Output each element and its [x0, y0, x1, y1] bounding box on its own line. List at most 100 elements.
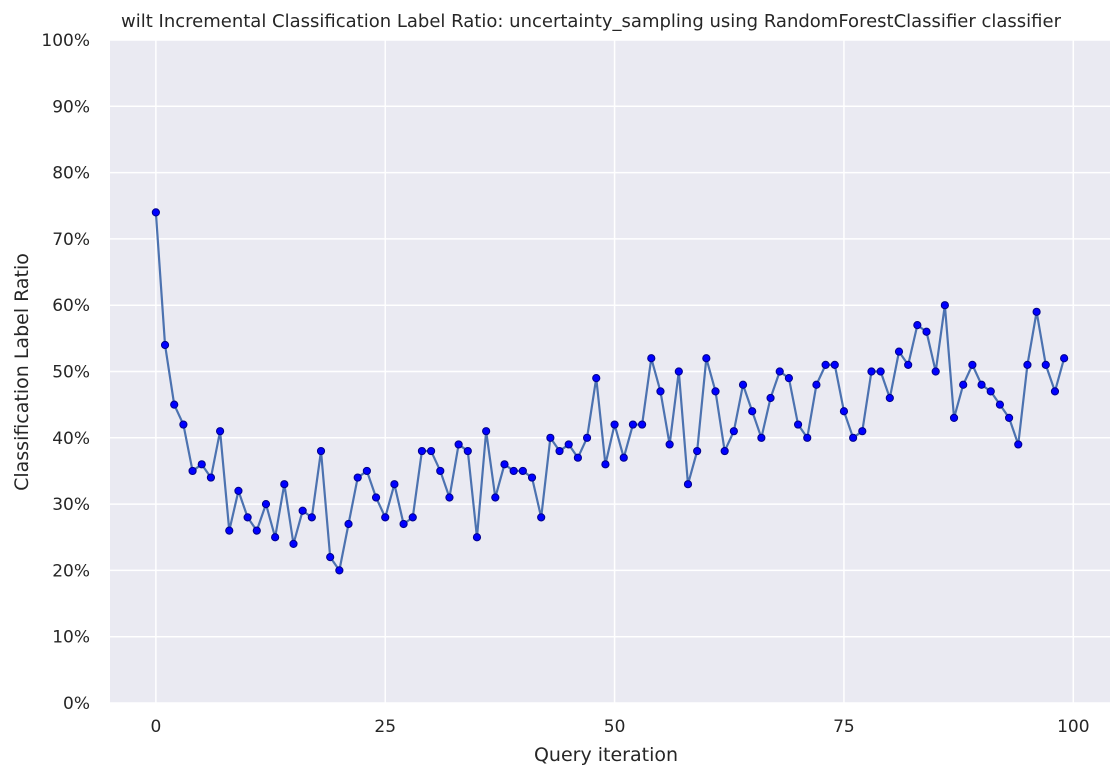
data-point [509, 466, 518, 476]
data-point [1032, 307, 1041, 316]
data-point [647, 354, 656, 363]
series-line [154, 212, 1066, 572]
data-point [775, 367, 784, 376]
data-point [931, 367, 940, 376]
y-tick-label: 0% [63, 694, 90, 714]
y-tick-labels: 0% 10% 20% 30% 40% 50% 60% 70% 80% 90% 100% [41, 31, 90, 714]
data-point [693, 446, 702, 456]
data-point [601, 460, 610, 469]
x-tick-label: 75 [833, 717, 855, 737]
data-point [188, 466, 197, 476]
data-point [206, 473, 216, 482]
data-point [573, 453, 582, 462]
data-point [1004, 413, 1014, 423]
data-point [537, 513, 546, 522]
data-point [628, 420, 638, 429]
data-point [225, 526, 234, 535]
data-point [454, 440, 463, 449]
data-point [1014, 440, 1023, 449]
data-point [876, 367, 885, 376]
x-tick-label: 0 [150, 717, 161, 737]
data-point [748, 407, 757, 416]
x-tick-label: 50 [604, 717, 626, 737]
data-point [151, 208, 160, 217]
data-point [326, 553, 335, 562]
y-tick-label: 70% [52, 230, 90, 250]
data-point [408, 513, 417, 522]
data-point [362, 466, 371, 476]
data-point [307, 513, 316, 522]
data-point [215, 427, 225, 436]
data-point [793, 420, 803, 429]
y-tick-label: 80% [52, 164, 90, 184]
y-tick-label: 10% [52, 628, 90, 648]
data-point [867, 367, 876, 376]
data-point [344, 519, 353, 529]
data-point [592, 374, 601, 383]
data-point [968, 360, 977, 369]
data-point [399, 519, 408, 529]
x-axis-label: Query iteration [534, 744, 678, 766]
data-point [371, 493, 381, 502]
data-point [638, 420, 647, 429]
data-point [280, 480, 289, 489]
y-tick-label: 20% [52, 561, 90, 581]
data-point [766, 393, 775, 403]
data-point [830, 360, 839, 369]
data-point [619, 453, 628, 462]
data-point [940, 301, 949, 310]
data-point [656, 387, 665, 396]
data-point [1023, 360, 1032, 369]
data-point [179, 420, 188, 429]
data-point [1060, 354, 1069, 363]
data-point [381, 513, 390, 522]
data-point [491, 493, 500, 502]
data-point [500, 460, 509, 469]
data-point [390, 480, 399, 489]
x-tick-label: 25 [374, 717, 396, 737]
data-point [913, 320, 922, 330]
data-point [482, 427, 491, 436]
data-point [1041, 360, 1050, 369]
data-point [683, 480, 693, 489]
y-tick-label: 90% [52, 97, 90, 117]
data-point [959, 380, 968, 389]
data-point [197, 460, 206, 469]
data-point [812, 380, 821, 389]
y-tick-label: 40% [52, 429, 90, 449]
data-point [821, 360, 830, 369]
data-point [271, 533, 280, 542]
data-point [922, 327, 931, 336]
data-point [436, 466, 445, 476]
y-tick-label: 50% [52, 363, 90, 383]
data-point [555, 446, 564, 456]
data-point [858, 427, 867, 436]
data-point [674, 367, 683, 376]
y-tick-label: 60% [52, 296, 90, 316]
y-tick-label: 30% [52, 495, 90, 515]
data-point [353, 473, 362, 482]
x-tick-label: 100 [1057, 717, 1089, 737]
data-point [738, 380, 748, 389]
data-point [335, 566, 344, 575]
data-point [720, 446, 729, 456]
data-point [261, 500, 271, 509]
chart-title: wilt Incremental Classification Label Ra… [121, 11, 1062, 32]
series-group [151, 208, 1069, 575]
data-point [702, 354, 711, 363]
data-point [949, 413, 959, 423]
data-point [417, 446, 427, 456]
data-point [665, 440, 674, 449]
data-point [427, 446, 436, 456]
data-point [463, 446, 472, 456]
data-point [977, 380, 986, 389]
data-point [316, 446, 326, 456]
data-point [252, 526, 261, 535]
y-axis-label: Classification Label Ratio [11, 253, 33, 491]
data-point [170, 400, 179, 409]
data-point [243, 513, 252, 522]
data-point [472, 533, 482, 542]
data-point [289, 539, 298, 548]
data-point [445, 493, 454, 502]
